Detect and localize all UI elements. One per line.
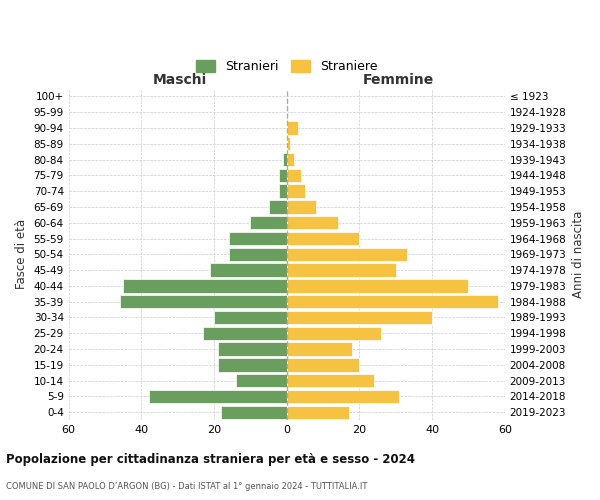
Bar	[287, 326, 381, 340]
Bar	[287, 342, 352, 356]
Bar	[211, 264, 287, 277]
Bar	[283, 153, 287, 166]
Bar	[214, 311, 287, 324]
Bar	[287, 248, 407, 261]
Bar	[280, 168, 287, 182]
Bar	[287, 279, 469, 292]
Bar	[287, 311, 432, 324]
Bar	[287, 374, 374, 388]
Bar	[287, 216, 338, 230]
Bar	[236, 374, 287, 388]
Bar	[287, 137, 290, 150]
Text: COMUNE DI SAN PAOLO D’ARGON (BG) - Dati ISTAT al 1° gennaio 2024 - TUTTITALIA.IT: COMUNE DI SAN PAOLO D’ARGON (BG) - Dati …	[6, 482, 367, 491]
Bar	[218, 358, 287, 372]
Bar	[287, 264, 396, 277]
Bar	[287, 390, 400, 403]
Text: Femmine: Femmine	[362, 73, 434, 87]
Text: Popolazione per cittadinanza straniera per età e sesso - 2024: Popolazione per cittadinanza straniera p…	[6, 452, 415, 466]
Text: Maschi: Maschi	[153, 73, 207, 87]
Bar	[250, 216, 287, 230]
Bar	[229, 232, 287, 245]
Bar	[269, 200, 287, 213]
Y-axis label: Fasce di età: Fasce di età	[15, 220, 28, 290]
Bar	[287, 122, 298, 134]
Bar	[287, 200, 316, 213]
Bar	[287, 406, 349, 419]
Legend: Stranieri, Straniere: Stranieri, Straniere	[191, 56, 382, 78]
Bar	[287, 358, 359, 372]
Bar	[287, 168, 301, 182]
Bar	[280, 184, 287, 198]
Y-axis label: Anni di nascita: Anni di nascita	[572, 210, 585, 298]
Bar	[221, 406, 287, 419]
Bar	[149, 390, 287, 403]
Bar	[287, 232, 359, 245]
Bar	[229, 248, 287, 261]
Bar	[119, 295, 287, 308]
Bar	[287, 295, 497, 308]
Bar	[287, 153, 294, 166]
Bar	[218, 342, 287, 356]
Bar	[287, 184, 305, 198]
Bar	[123, 279, 287, 292]
Bar	[203, 326, 287, 340]
